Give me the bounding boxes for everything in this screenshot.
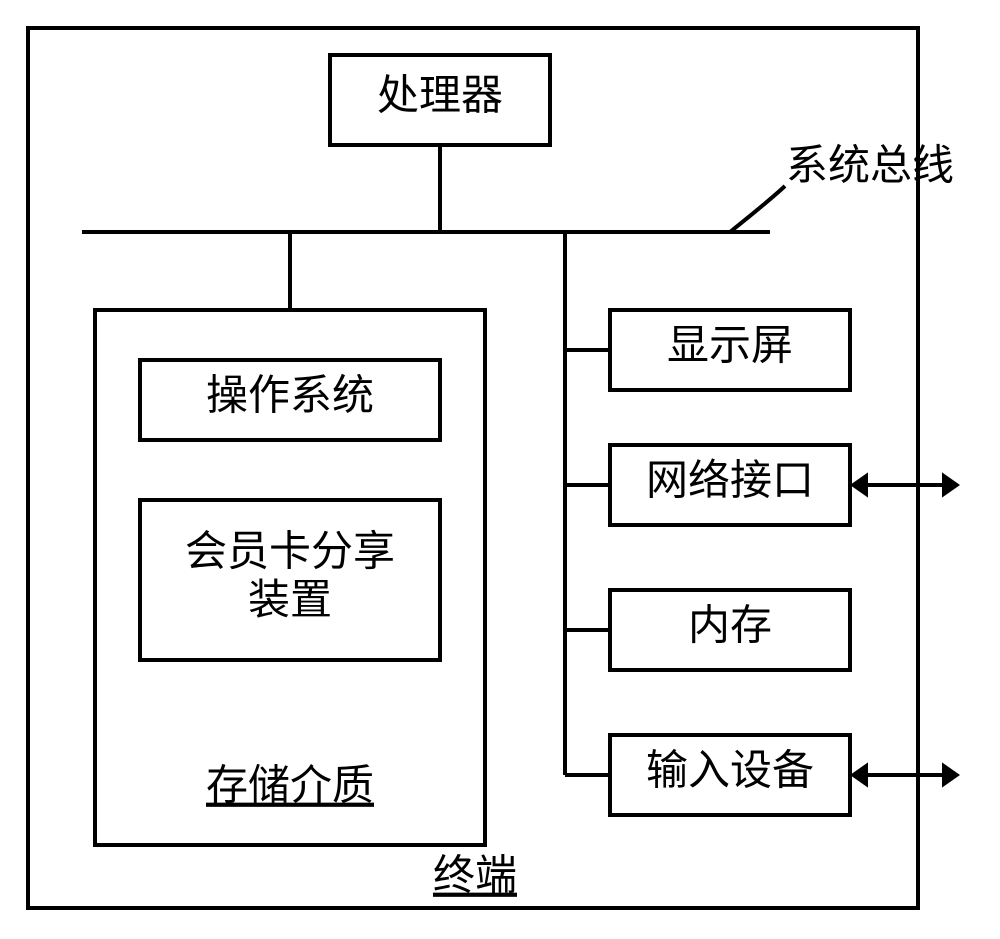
display-label: 显示屏 (667, 324, 793, 370)
app-label: 会员卡分享 (185, 528, 395, 575)
os-label: 操作系统 (206, 374, 374, 420)
processor-label: 处理器 (377, 74, 503, 120)
system-bus-label: 系统总线 (786, 144, 954, 190)
storage-medium-label: 存储介质 (206, 764, 374, 810)
network-interface-label: 网络接口 (646, 458, 814, 505)
app-label: 装置 (248, 578, 332, 624)
memory-label: 内存 (688, 604, 772, 650)
terminal-label: 终端 (433, 854, 517, 900)
input-device-label: 输入设备 (646, 749, 814, 795)
